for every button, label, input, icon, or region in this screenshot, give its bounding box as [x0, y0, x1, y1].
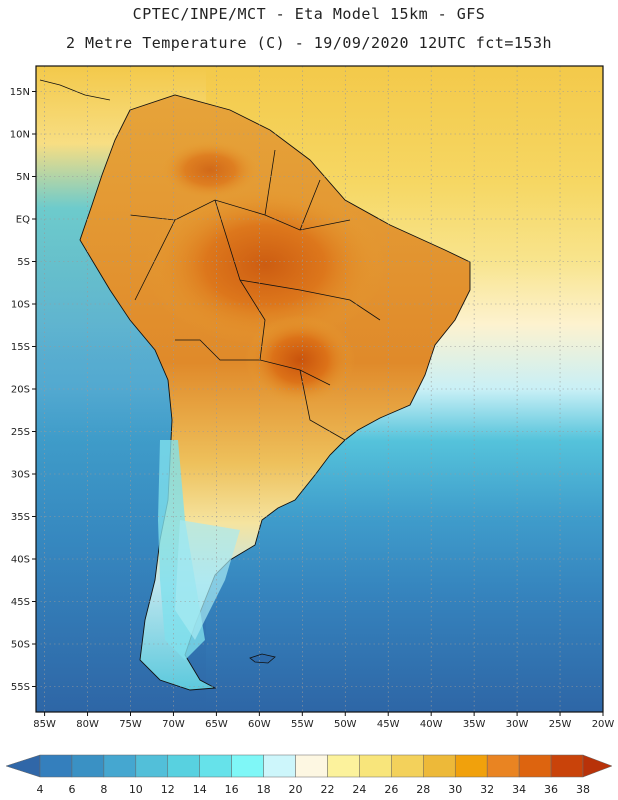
colorbar-label: 4 — [37, 783, 44, 796]
lat-tick-label: 40S — [11, 555, 30, 566]
colorbar-swatch — [423, 754, 456, 778]
lat-tick-label: 5S — [17, 257, 30, 268]
colorbar-label: 10 — [129, 783, 143, 796]
lat-tick-label: 5N — [16, 172, 30, 183]
lat-lon-gridlines — [36, 66, 604, 712]
lon-tick-label: 50W — [334, 719, 357, 730]
colorbar-swatch — [135, 754, 169, 778]
colorbar-label: 20 — [289, 783, 303, 796]
colorbar-label: 12 — [161, 783, 175, 796]
colorbar-label: 8 — [100, 783, 107, 796]
colorbar-swatch — [391, 754, 424, 778]
lon-tick-label: 55W — [291, 719, 314, 730]
colorbar-label: 38 — [576, 783, 590, 796]
lon-tick-label: 25W — [549, 719, 572, 730]
lon-tick-label: 65W — [205, 719, 228, 730]
colorbar-label: 32 — [480, 783, 494, 796]
lon-tick-label: 40W — [420, 719, 443, 730]
colorbar-swatch — [295, 754, 328, 778]
lat-tick-label: 15N — [10, 87, 30, 98]
colorbar-swatch — [359, 754, 392, 778]
colorbar-swatch — [454, 754, 488, 778]
colorbar-swatch — [550, 754, 584, 778]
colorbar-swatch — [263, 754, 296, 778]
map-title-line-2: 2 Metre Temperature (C) - 19/09/2020 12U… — [65, 34, 553, 52]
colorbar-swatch — [327, 754, 360, 778]
colorbar-label: 14 — [193, 783, 207, 796]
longitude-tick-labels: 85W 80W 75W 70W 65W 60W 55W 50W 45W 40W 35W 30W 25W 2… — [33, 712, 614, 730]
colorbar-min-arrow — [5, 754, 41, 778]
colorbar-label: 28 — [416, 783, 430, 796]
colorbar-swatch — [231, 754, 264, 778]
lon-tick-label: 80W — [76, 719, 99, 730]
colorbar-label: 36 — [544, 783, 558, 796]
colorbar-label: 18 — [257, 783, 271, 796]
lat-tick-label: 10N — [10, 130, 30, 141]
lat-tick-label: 25S — [11, 427, 30, 438]
colorbar-label: 6 — [68, 783, 75, 796]
colorbar-swatch — [486, 754, 520, 778]
lon-tick-label: 45W — [377, 719, 400, 730]
lon-tick-label: 35W — [463, 719, 486, 730]
patagonia-cool-region — [175, 520, 240, 640]
colorbar-swatch — [167, 754, 200, 778]
lat-tick-label: 20S — [11, 385, 30, 396]
falkland-islands — [249, 653, 276, 664]
colorbar-label: 16 — [225, 783, 239, 796]
colorbar-label: 22 — [320, 783, 334, 796]
lon-tick-label: 85W — [33, 719, 56, 730]
lat-tick-label: 10S — [11, 300, 30, 311]
lat-tick-label: 55S — [11, 682, 30, 693]
hot-region-north — [160, 140, 260, 200]
colorbar-label: 34 — [512, 783, 526, 796]
lon-tick-label: 75W — [119, 719, 142, 730]
colorbar-swatch — [199, 754, 232, 778]
lat-tick-label: 15S — [11, 342, 30, 353]
colorbar-label: 24 — [352, 783, 366, 796]
lon-tick-label: 30W — [506, 719, 529, 730]
lat-tick-label: 35S — [11, 512, 30, 523]
lat-tick-label: 50S — [11, 640, 30, 651]
colorbar-swatch — [39, 754, 73, 778]
coast-islands-caribbean — [39, 79, 111, 101]
lon-tick-label: 20W — [592, 719, 615, 730]
lat-tick-label: 30S — [11, 470, 30, 481]
lat-tick-label: 45S — [11, 597, 30, 608]
latitude-tick-labels: 15N 10N 5N EQ 5S 10S 15S 20S 25S 30S 35S 40S 45S 50S 5… — [10, 87, 36, 693]
lon-tick-label: 60W — [248, 719, 271, 730]
lat-tick-label: EQ — [16, 215, 30, 226]
colorbar-max-arrow — [582, 754, 613, 778]
colorbar-swatch — [71, 754, 105, 778]
colorbar-label: 30 — [448, 783, 462, 796]
temperature-colorbar: 4 6 8 10 12 14 16 18 20 22 24 26 28 30 32 34 36 38 — [5, 754, 613, 796]
lon-tick-label: 70W — [162, 719, 185, 730]
hot-region-central — [245, 315, 355, 405]
colorbar-swatch — [103, 754, 137, 778]
country-borders — [129, 149, 381, 441]
temperature-map: 15N 10N 5N EQ 5S 10S 15S 20S 25S 30S 35S 40S 45S 50S 5… — [10, 65, 614, 730]
map-title-line-1: CPTEC/INPE/MCT - Eta Model 15km - GFS — [132, 5, 486, 23]
colorbar-swatch — [518, 754, 552, 778]
colorbar-label: 26 — [384, 783, 398, 796]
